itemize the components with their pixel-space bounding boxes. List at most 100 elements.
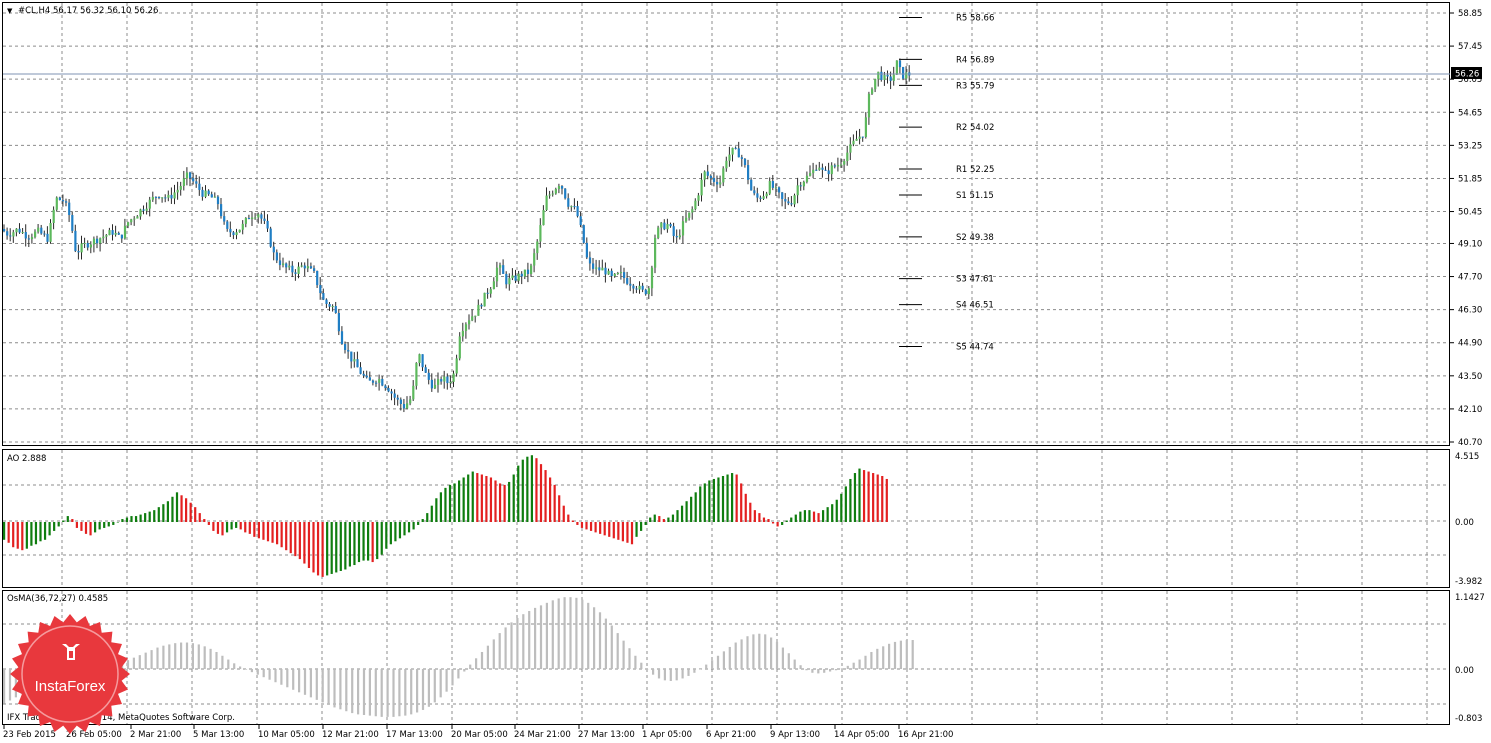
candle-body — [40, 227, 43, 234]
ao-bar — [48, 522, 51, 536]
ao-bar — [553, 484, 556, 522]
osma-bar — [893, 641, 897, 669]
candle-body — [195, 181, 198, 184]
time-axis-label: 9 Apr 13:00 — [770, 730, 820, 740]
osma-bar — [734, 642, 737, 669]
chart-menu-arrow[interactable]: ▼ — [7, 7, 13, 15]
osma-bar — [380, 669, 383, 717]
candle-body — [269, 228, 272, 247]
candle-body — [378, 378, 381, 383]
candle-body — [344, 344, 347, 350]
osma-bar — [197, 644, 200, 669]
candle-body — [629, 283, 632, 286]
candle-body — [337, 312, 340, 332]
candle-body — [328, 303, 331, 307]
candle-body — [523, 269, 526, 277]
candle-body — [542, 210, 545, 226]
ao-bar — [430, 505, 433, 522]
osma-bar — [622, 640, 625, 669]
candle-body — [654, 237, 657, 268]
osma-bar — [781, 647, 784, 669]
candle-body — [446, 376, 449, 384]
ao-bar — [649, 517, 652, 522]
ao-bar — [285, 522, 288, 551]
candle-body — [154, 196, 158, 198]
ao-bar — [803, 510, 806, 522]
candle-body — [898, 60, 902, 68]
candle-body — [213, 196, 216, 198]
ao-bar — [253, 522, 256, 537]
ao-bar — [89, 522, 92, 536]
ao-bar — [812, 511, 816, 522]
candle-body — [650, 267, 654, 289]
candle-body — [796, 185, 799, 196]
osma-bar — [250, 669, 253, 673]
ao-bar — [731, 473, 734, 522]
candle-body — [24, 232, 27, 239]
price-panel[interactable] — [2, 2, 1450, 446]
ao-bar — [12, 522, 15, 548]
osma-bar — [256, 669, 259, 675]
price-scale-label: 57.45 — [1458, 42, 1482, 52]
candle-body — [12, 232, 15, 237]
candle-body — [102, 236, 105, 239]
candle-body — [452, 373, 455, 382]
candle-body — [285, 263, 288, 268]
osma-panel[interactable] — [2, 590, 1450, 725]
ao-bar — [721, 475, 725, 522]
candle-body — [347, 349, 350, 352]
candle-body — [127, 222, 130, 226]
osma-bar — [770, 637, 773, 669]
ao-bar — [148, 511, 151, 522]
candle-body — [68, 202, 71, 216]
ao-scale-zero: 0.00 — [1455, 518, 1474, 528]
price-scale-label: 58.85 — [1458, 9, 1482, 19]
osma-bar — [362, 669, 366, 715]
osma-bar — [834, 669, 838, 671]
osma-bar — [386, 669, 389, 717]
candle-body — [365, 375, 368, 378]
candle-body — [864, 117, 867, 138]
candle-body — [886, 74, 889, 77]
ao-bar — [239, 522, 242, 530]
candle-body — [905, 72, 908, 79]
osma-bar — [280, 669, 283, 685]
candle-body — [592, 263, 595, 269]
ao-bar — [676, 510, 679, 522]
osma-bar — [534, 607, 537, 669]
ao-bar — [872, 473, 875, 522]
candle-body — [368, 377, 371, 381]
candle-body — [595, 267, 598, 269]
price-candles[interactable] — [3, 58, 911, 413]
ao-bar — [608, 522, 611, 537]
ao-bar — [3, 522, 6, 540]
candle-body — [508, 278, 511, 285]
candle-body — [353, 359, 356, 362]
candle-body — [536, 241, 539, 254]
ao-bar — [667, 517, 670, 522]
candle-body — [334, 306, 337, 313]
candle-body — [753, 190, 756, 194]
osma-bar — [823, 669, 826, 673]
candle-body — [781, 192, 784, 200]
candle-body — [784, 199, 787, 202]
ao-bar — [134, 516, 138, 522]
ao-bar — [508, 481, 511, 522]
ao-bar — [335, 522, 338, 573]
candle-body — [49, 222, 52, 242]
candle-body — [632, 285, 635, 289]
osma-bar — [144, 652, 147, 669]
ao-panel[interactable] — [2, 449, 1450, 588]
ao-bar — [344, 522, 347, 570]
candle-body — [158, 196, 161, 198]
candle-body — [130, 219, 133, 223]
candle-body — [133, 218, 136, 220]
osma-bar — [539, 605, 543, 669]
ao-bar — [43, 522, 47, 540]
ao-bar — [203, 519, 206, 522]
candle-body — [148, 199, 151, 209]
ao-bar — [885, 478, 888, 522]
candle-body — [874, 79, 877, 90]
ao-histogram — [3, 455, 888, 577]
